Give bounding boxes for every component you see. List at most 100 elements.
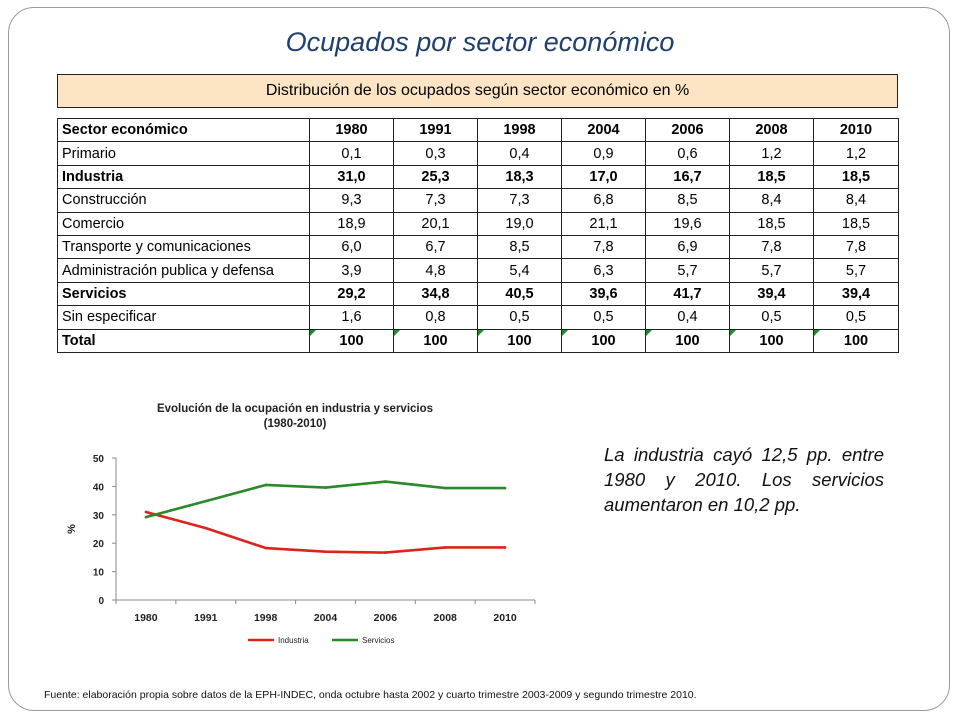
cell-value: 0,4 <box>677 309 698 326</box>
y-tick-label: 40 <box>93 482 105 493</box>
data-point <box>503 546 507 549</box>
row-label: Primario <box>57 141 310 166</box>
table-cell: 18,5 <box>729 164 814 190</box>
cell-indicator-icon <box>646 329 652 336</box>
cell-value: 100 <box>675 332 700 349</box>
cell-value: 8,5 <box>677 192 698 209</box>
cell-value: 100 <box>339 332 364 349</box>
table-row: Transporte y comunicaciones 6,0 6,7 8,5 7,8 6… <box>57 234 899 260</box>
cell-value: 100 <box>843 332 869 349</box>
slide-frame <box>8 7 950 711</box>
table-cell: 0,8 <box>393 305 478 330</box>
table-cell: 100 <box>477 328 562 353</box>
table-cell: 39,4 <box>813 281 899 307</box>
cell-indicator-icon <box>394 329 400 336</box>
cell-value: 34,8 <box>421 285 450 302</box>
cell-value: 7,8 <box>593 239 614 256</box>
table-cell: 41,7 <box>645 281 730 307</box>
cell-value: 100 <box>759 332 784 349</box>
cell-indicator-icon <box>730 329 736 336</box>
table-row: Sin especificar 1,6 0,8 0,5 0,5 0,4 0,5 0,5 <box>57 305 899 330</box>
table-cell: 7,8 <box>813 234 899 260</box>
table-cell: 7,8 <box>729 234 814 260</box>
table-cell: 29,2 <box>309 281 394 307</box>
cell-value: 7,8 <box>845 239 867 256</box>
table-row: Primario 0,1 0,3 0,4 0,9 0,6 1,2 1,2 <box>57 141 899 166</box>
cell-value: 8,4 <box>761 192 782 209</box>
table-title: Distribución de los ocupados según secto… <box>57 74 898 108</box>
table-cell: 21,1 <box>561 211 646 236</box>
column-header-year: 2008 <box>729 117 814 143</box>
row-label: Sin especificar <box>57 305 310 330</box>
row-label: Transporte y comunicaciones <box>57 234 310 260</box>
cell-value: 7,3 <box>425 192 446 209</box>
note-text: La industria cayó 12,5 pp. entre 1980 y … <box>604 444 884 515</box>
table-cell: 100 <box>813 328 899 353</box>
table-cell: 18,3 <box>477 164 562 190</box>
cell-value: 6,0 <box>341 239 362 256</box>
cell-value: 18,5 <box>757 168 786 185</box>
cell-value: 5,4 <box>509 262 530 279</box>
table-cell: 100 <box>729 328 814 353</box>
row-label: Total <box>57 328 310 353</box>
cell-value: 18,5 <box>757 215 786 232</box>
cell-value: 0,5 <box>593 309 614 326</box>
table-cell: 18,5 <box>813 164 899 190</box>
x-tick-label: 2006 <box>374 612 398 624</box>
table-cell: 20,1 <box>393 211 478 236</box>
table-cell: 100 <box>645 328 730 353</box>
cell-value: 3,9 <box>341 262 362 279</box>
table-cell: 0,4 <box>645 305 730 330</box>
data-point <box>144 510 148 514</box>
data-point <box>204 526 208 530</box>
x-tick-label: 2004 <box>314 612 338 624</box>
data-point <box>384 551 387 554</box>
table-cell: 5,4 <box>477 258 562 283</box>
column-header-year: 1980 <box>309 117 394 143</box>
table-cell: 18,5 <box>729 211 814 236</box>
table-cell: 7,3 <box>393 188 478 213</box>
table-cell: 5,7 <box>813 258 899 283</box>
cell-value: 6,8 <box>593 192 614 209</box>
legend-label: Servicios <box>362 636 394 645</box>
table-cell: 4,8 <box>393 258 478 283</box>
row-label: Construcción <box>57 188 310 213</box>
table-cell: 16,7 <box>645 164 730 190</box>
table-cell: 19,6 <box>645 211 730 236</box>
slide-title: Ocupados por sector económico <box>285 27 675 57</box>
column-header-sector: Sector económico <box>57 117 310 143</box>
table-cell: 39,4 <box>729 281 814 307</box>
cell-value: 29,2 <box>337 285 366 302</box>
y-tick-label: 20 <box>93 539 105 550</box>
table-cell: 8,5 <box>477 234 562 260</box>
cell-value: 40,5 <box>505 285 534 302</box>
legend-label: Industria <box>278 636 309 645</box>
cell-value: 0,3 <box>425 145 446 162</box>
table-cell: 0,5 <box>813 305 899 330</box>
table-cell: 1,2 <box>813 141 899 166</box>
cell-value: 1,2 <box>761 145 782 162</box>
table-cell: 0,3 <box>393 141 478 166</box>
table-row: Comercio 18,9 20,1 19,0 21,1 19,6 18,5 18,5 <box>57 211 899 236</box>
cell-value: 0,8 <box>425 309 446 326</box>
cell-value: 8,4 <box>845 192 867 209</box>
column-header-year: 2006 <box>645 117 730 143</box>
table-cell: 0,6 <box>645 141 730 166</box>
cell-value: 9,3 <box>341 192 362 209</box>
table-header-row: Sector económico 1980 1991 1998 2004 2006 2008… <box>57 117 899 143</box>
cell-value: 39,4 <box>841 285 871 302</box>
table-cell: 6,3 <box>561 258 646 283</box>
table-cell: 3,9 <box>309 258 394 283</box>
column-header-year: 1991 <box>393 117 478 143</box>
x-tick-label: 2008 <box>434 612 458 624</box>
cell-value: 18,3 <box>505 168 534 185</box>
cell-value: 25,3 <box>421 168 450 185</box>
cell-value: 18,5 <box>841 168 871 185</box>
cell-value: 0,9 <box>593 145 614 162</box>
table-cell: 34,8 <box>393 281 478 307</box>
cell-indicator-icon <box>310 329 316 336</box>
y-axis-label: % <box>66 524 78 534</box>
cell-value: 17,0 <box>589 168 618 185</box>
cell-value: 0,1 <box>341 145 362 162</box>
table-cell: 1,2 <box>729 141 814 166</box>
